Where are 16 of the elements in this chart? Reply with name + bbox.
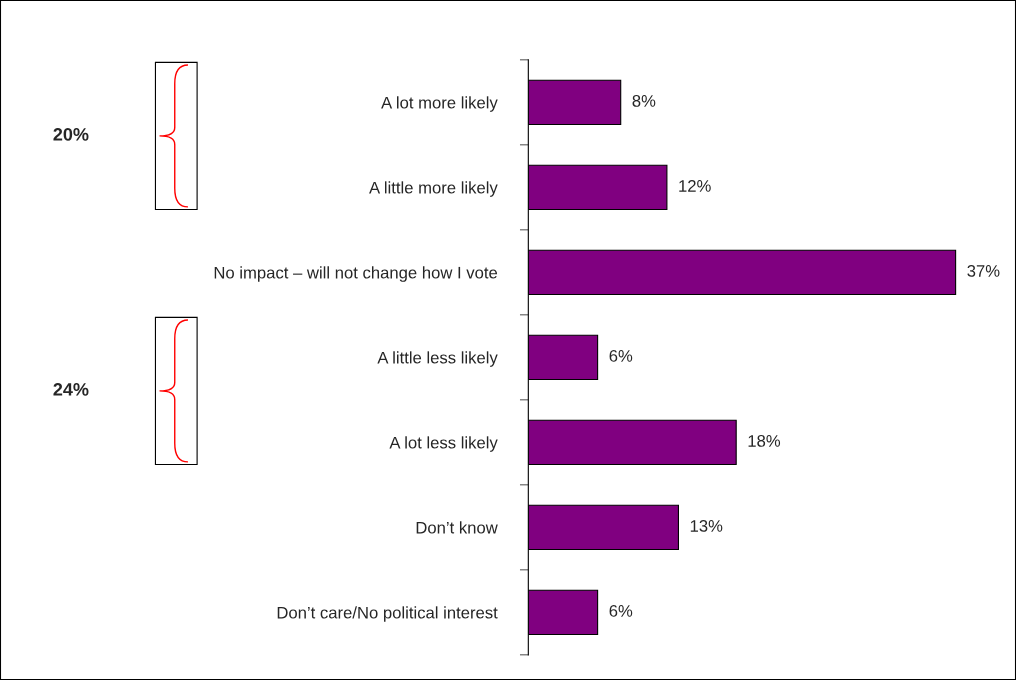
y-tick-label: A lot more likely bbox=[381, 96, 498, 112]
data-label: 6% bbox=[609, 605, 633, 617]
y-tick-label: No impact – will not change how I vote bbox=[214, 266, 498, 282]
y-tick-label: Don’t know bbox=[416, 521, 498, 534]
y-tick-label: A lot less likely bbox=[389, 436, 498, 452]
y-tick-label: A little more likely bbox=[369, 181, 498, 197]
data-label: 6% bbox=[609, 350, 633, 362]
data-label: 18% bbox=[748, 435, 781, 447]
y-tick-label: A little less likely bbox=[377, 351, 498, 367]
data-label: 12% bbox=[679, 180, 711, 192]
data-label: 8% bbox=[632, 95, 656, 107]
data-label: 13% bbox=[690, 520, 723, 532]
y-tick-label: Don’t care/No political interest bbox=[277, 606, 498, 622]
data-label: 37% bbox=[967, 265, 1000, 277]
text: 20% bbox=[53, 127, 89, 141]
text: 24% bbox=[53, 382, 89, 396]
